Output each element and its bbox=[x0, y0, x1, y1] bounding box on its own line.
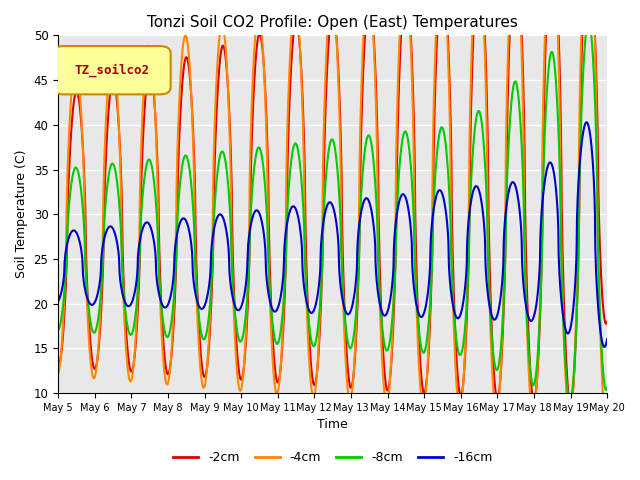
Title: Tonzi Soil CO2 Profile: Open (East) Temperatures: Tonzi Soil CO2 Profile: Open (East) Temp… bbox=[147, 15, 518, 30]
X-axis label: Time: Time bbox=[317, 419, 348, 432]
-8cm bbox=[54, 327, 62, 333]
Line: -2cm: -2cm bbox=[58, 0, 607, 404]
-16cm bbox=[538, 206, 546, 212]
-4cm bbox=[163, 382, 171, 387]
-4cm bbox=[177, 80, 184, 85]
-4cm bbox=[602, 419, 610, 425]
-4cm bbox=[604, 418, 611, 423]
-16cm bbox=[54, 298, 62, 304]
Line: -4cm: -4cm bbox=[58, 0, 607, 422]
-2cm bbox=[538, 249, 546, 255]
-16cm bbox=[238, 303, 246, 309]
-8cm bbox=[238, 337, 246, 343]
Text: TZ_soilco2: TZ_soilco2 bbox=[74, 63, 150, 77]
Legend: -2cm, -4cm, -8cm, -16cm: -2cm, -4cm, -8cm, -16cm bbox=[168, 446, 497, 469]
Line: -16cm: -16cm bbox=[58, 122, 607, 347]
Y-axis label: Soil Temperature (C): Soil Temperature (C) bbox=[15, 150, 28, 278]
-2cm bbox=[418, 378, 426, 384]
-2cm bbox=[604, 319, 611, 325]
-16cm bbox=[604, 336, 611, 342]
-4cm bbox=[238, 384, 246, 390]
-4cm bbox=[490, 389, 497, 395]
-2cm bbox=[238, 376, 246, 382]
-8cm bbox=[604, 385, 611, 391]
-8cm bbox=[490, 352, 497, 358]
-16cm bbox=[582, 120, 590, 125]
-8cm bbox=[538, 253, 546, 259]
-2cm bbox=[566, 401, 574, 407]
-16cm bbox=[177, 219, 184, 225]
-4cm bbox=[538, 207, 546, 213]
-8cm bbox=[163, 334, 171, 340]
-4cm bbox=[418, 398, 426, 404]
-8cm bbox=[418, 347, 426, 352]
-8cm bbox=[177, 179, 184, 184]
-8cm bbox=[584, 20, 592, 25]
-2cm bbox=[54, 363, 62, 369]
-2cm bbox=[490, 363, 497, 369]
FancyBboxPatch shape bbox=[52, 46, 171, 95]
Line: -8cm: -8cm bbox=[58, 23, 607, 400]
-2cm bbox=[177, 113, 184, 119]
-2cm bbox=[163, 370, 171, 375]
-8cm bbox=[566, 397, 574, 403]
-4cm bbox=[54, 371, 62, 377]
-16cm bbox=[163, 303, 171, 309]
-16cm bbox=[418, 314, 426, 320]
-16cm bbox=[600, 344, 608, 350]
-16cm bbox=[490, 316, 497, 322]
